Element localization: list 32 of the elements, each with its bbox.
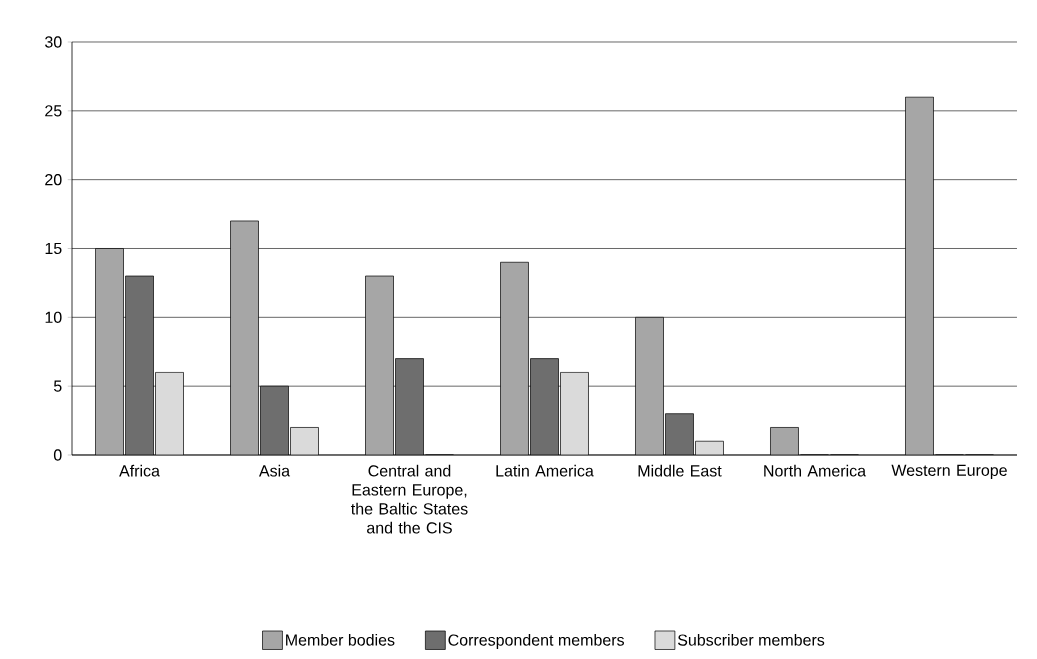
x-tick-label: Africa [119, 464, 160, 477]
bar [530, 358, 559, 455]
x-tick-label: Western Europe [891, 464, 1007, 480]
legend-label: Correspondent members [448, 633, 624, 649]
y-tick-label: 30 [45, 36, 62, 48]
x-tick-label: Asia [258, 464, 291, 477]
bar [260, 385, 289, 455]
legend-label: Member bodies [286, 633, 395, 646]
bar [155, 372, 184, 455]
bar [665, 413, 694, 455]
bar [770, 427, 799, 455]
x-tick-label: North America [764, 464, 867, 477]
y-tick-label: 0 [53, 449, 62, 461]
x-tick-label: Central and Eastern Europe, the Baltic States and the CIS [351, 464, 468, 534]
bar [560, 372, 589, 455]
bar [125, 275, 154, 455]
bar [500, 261, 529, 455]
x-tick-label: Latin America [496, 464, 594, 477]
y-tick-label: 5 [53, 380, 62, 392]
y-tick-label: 25 [45, 105, 62, 117]
bar [635, 316, 664, 455]
x-tick-label: Middle East [638, 464, 722, 477]
bar [230, 220, 259, 455]
y-tick-label: 15 [45, 242, 62, 255]
legend-label: Subscriber members [677, 633, 825, 646]
bar [95, 248, 124, 455]
bar [290, 427, 319, 455]
y-tick-label: 20 [45, 174, 62, 186]
bar [905, 96, 934, 455]
bar [395, 358, 424, 455]
y-tick-label: 10 [45, 311, 62, 323]
bar [365, 275, 394, 455]
